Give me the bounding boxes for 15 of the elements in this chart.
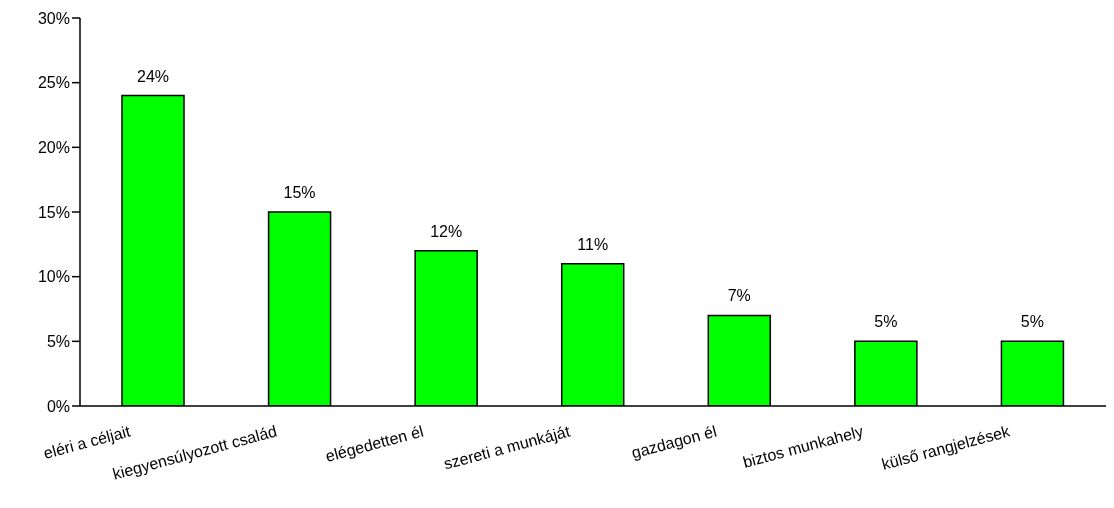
data-label: 7% xyxy=(727,287,751,305)
y-tick-label: 25% xyxy=(37,74,70,92)
y-tick-label: 5% xyxy=(46,333,70,351)
data-label: 5% xyxy=(874,313,898,331)
y-tick-label: 30% xyxy=(37,9,70,27)
y-tick-label: 20% xyxy=(37,139,70,157)
y-tick-label: 0% xyxy=(46,397,70,415)
data-label: 11% xyxy=(577,235,609,253)
data-label: 5% xyxy=(1020,313,1044,331)
x-tick-label: szereti a munkáját xyxy=(441,422,573,473)
y-tick-label: 10% xyxy=(37,268,70,286)
data-label: 24% xyxy=(136,67,170,85)
y-tick-label: 15% xyxy=(37,203,70,221)
data-label: 12% xyxy=(430,222,463,240)
data-label: 15% xyxy=(283,184,316,201)
